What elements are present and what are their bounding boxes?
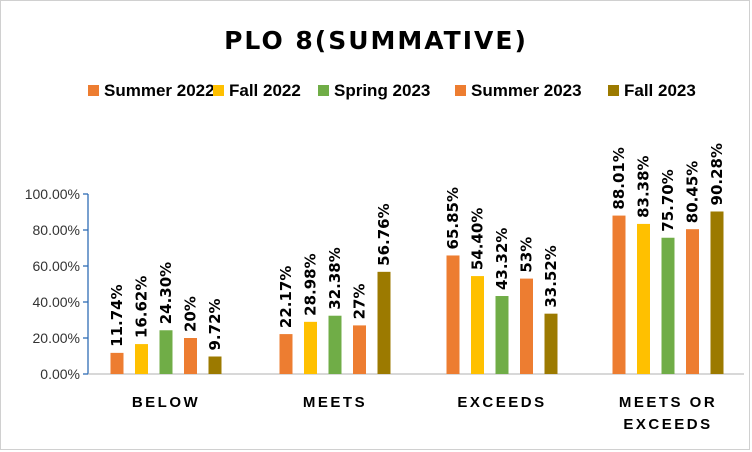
legend-swatch [455,85,466,96]
data-label: 9.72% [206,298,224,350]
bar [544,313,558,374]
bar [328,315,342,374]
y-axis: 0.00% 20.00% 40.00% 60.00% 80.00% 100.00% [25,186,89,382]
data-label: 16.62% [133,276,151,338]
data-label: 20% [182,296,200,332]
legend-swatch [213,85,224,96]
data-label: 80.45% [684,161,702,223]
bar [159,330,173,374]
data-labels: 11.74% 22.17% 65.85% 88.01% 16.62% 28.98% 54.4… [108,143,726,350]
legend-swatch [88,85,99,96]
x-category-label: MEETS OR [619,394,717,411]
x-category-label: EXCEEDS [457,394,546,411]
bar [184,338,197,374]
chart-title: PLO 8(SUMMATIVE) [224,26,528,55]
bar [446,255,460,374]
data-label: 43.32% [493,228,511,290]
bar [279,334,293,374]
bar [612,215,626,374]
bar [495,296,509,374]
legend-label: Summer 2023 [471,81,582,100]
bar [686,229,699,374]
data-label: 28.98% [302,253,320,315]
y-tick-label: 40.00% [33,294,80,310]
data-label: 22.17% [277,266,295,328]
data-label: 65.85% [444,187,462,249]
data-label: 27% [351,283,369,319]
legend-label: Fall 2023 [624,81,696,100]
legend-label: Summer 2022 [104,81,215,100]
y-tick-label: 60.00% [33,258,80,274]
x-category-label: BELOW [132,394,200,411]
bar [110,352,124,374]
bar [710,211,724,374]
bar [520,278,533,374]
bar [208,356,222,374]
data-label: 11.74% [108,284,126,346]
data-label: 54.40% [469,208,487,270]
bars [110,211,724,374]
y-tick-label: 0.00% [40,366,80,382]
data-label: 88.01% [610,147,628,209]
data-label: 75.70% [659,169,677,231]
bar [471,276,484,374]
y-tick-label: 20.00% [33,330,80,346]
bar [377,271,391,374]
data-label: 32.38% [326,247,344,309]
bar [661,237,675,374]
bar [135,344,148,374]
bar [353,325,366,374]
data-label: 53% [518,237,536,273]
data-label: 24.30% [157,262,175,324]
legend-swatch [318,85,329,96]
legend-swatch [608,85,619,96]
x-axis: BELOW MEETS EXCEEDS MEETS OR EXCEEDS [88,373,744,433]
legend: Summer 2022 Fall 2022 Spring 2023 Summer 20… [88,81,696,100]
bar [637,223,650,374]
x-category-label: EXCEEDS [623,416,712,433]
data-label: 90.28% [708,143,726,205]
y-tick-label: 80.00% [33,222,80,238]
legend-label: Spring 2023 [334,81,430,100]
data-label: 33.52% [542,245,560,307]
x-category-label: MEETS [303,394,367,411]
legend-label: Fall 2022 [229,81,301,100]
data-label: 56.76% [375,203,393,265]
data-label: 83.38% [635,155,653,217]
y-tick-label: 100.00% [25,186,80,202]
bar [304,321,317,374]
